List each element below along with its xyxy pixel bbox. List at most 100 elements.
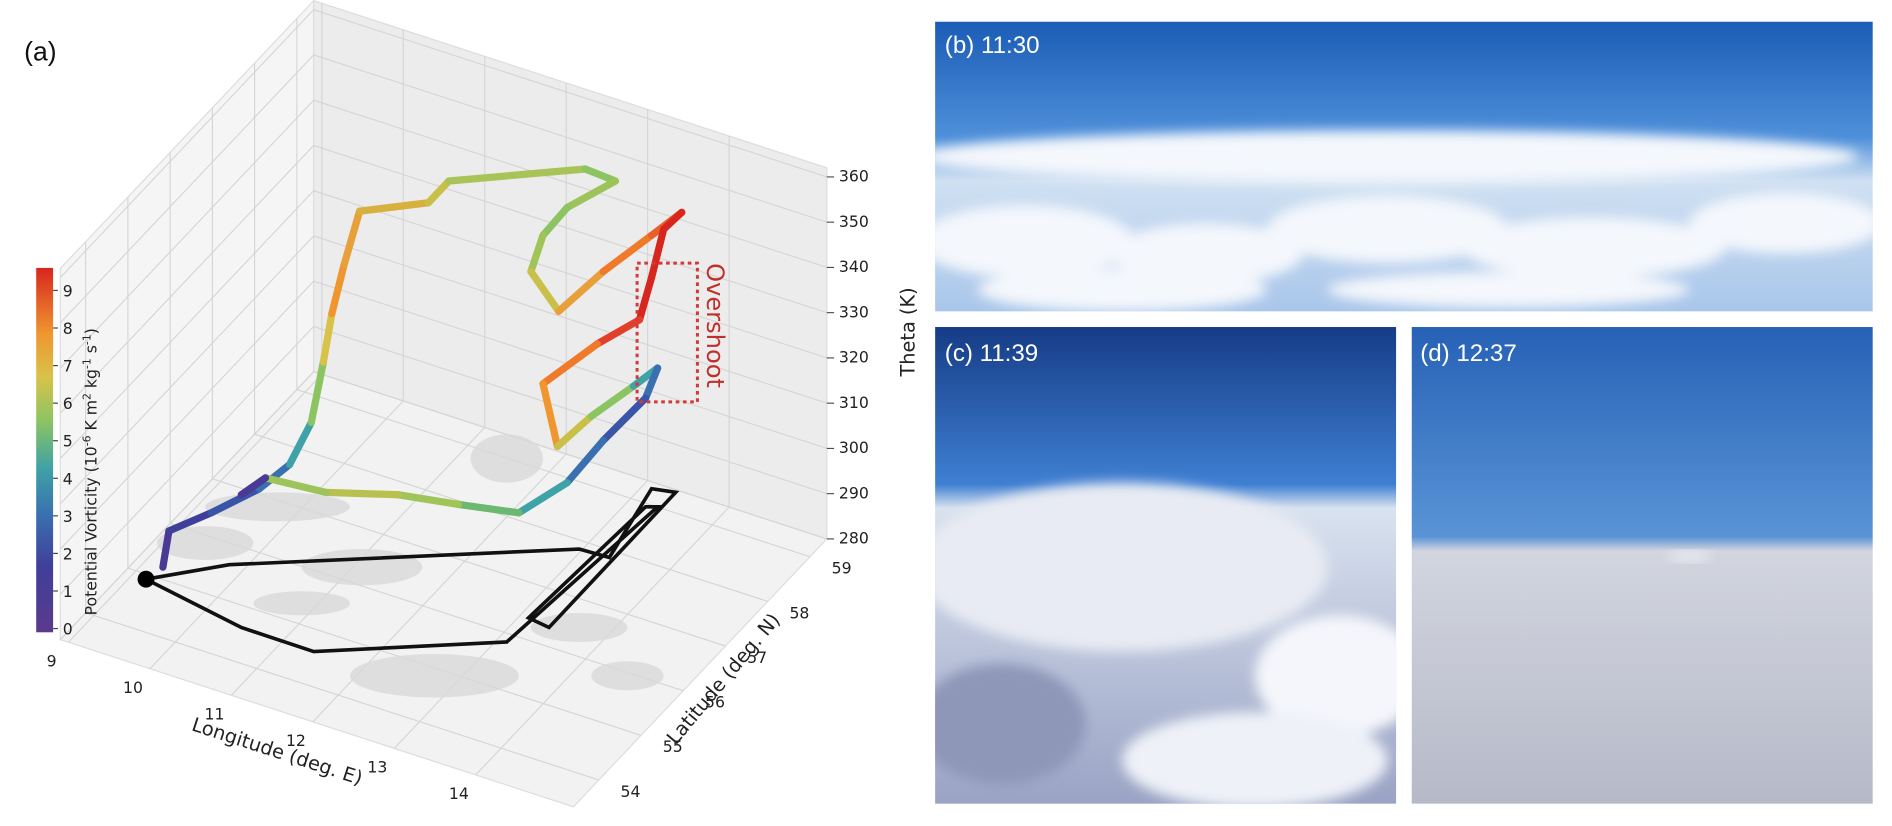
trajectory [165, 509, 215, 535]
lon-tick-label: 11 [205, 704, 225, 723]
photo-d [1411, 327, 1873, 804]
annotation: Overshoot [701, 263, 729, 388]
land [156, 526, 254, 560]
land [470, 434, 543, 483]
z-axis-label: Theta (K) [897, 287, 920, 377]
colorbar-label-part: Potential Vorticity (10 [82, 446, 101, 615]
grid-line [169, 522, 684, 692]
trajectory [641, 364, 662, 402]
trajectory [285, 418, 315, 469]
grid-line [296, 389, 811, 558]
trajectory [553, 412, 595, 451]
land [301, 549, 423, 586]
theta-tick-label: 280 [839, 529, 869, 548]
trajectory [445, 165, 589, 185]
flight-track [145, 486, 680, 654]
theta-tick-label: 310 [839, 393, 869, 412]
trajectory [340, 207, 364, 270]
trajectory [555, 267, 607, 315]
colorbar-tick-label: 5 [63, 432, 73, 451]
overshoot-box [635, 261, 699, 404]
panel-label: (d) 12:37 [1420, 340, 1517, 367]
colorbar [36, 267, 54, 633]
trajectory [527, 267, 563, 315]
grid-line [59, 99, 315, 369]
colorbar-label-part: -1 [80, 334, 93, 345]
colorbar-label-part: s [82, 345, 101, 358]
grid-line [313, 190, 828, 359]
colorbar-label-part: kg [82, 369, 101, 393]
start-point [137, 570, 155, 588]
grid-line [313, 371, 828, 540]
lat-tick-label: 58 [789, 603, 809, 622]
trajectory [563, 436, 607, 487]
grid-line [127, 567, 642, 736]
grid-line [59, 280, 315, 550]
trajectory [261, 474, 330, 496]
grid-line [313, 9, 828, 178]
colorbar-tick-label: 3 [63, 507, 73, 526]
trajectory [527, 231, 547, 276]
colorbar-tick-label: 8 [63, 319, 73, 338]
trajectory [159, 527, 173, 571]
trajectory [539, 203, 571, 239]
trajectory [424, 177, 453, 207]
lon-tick-label: 10 [123, 678, 143, 697]
trajectory [593, 316, 644, 348]
grid-line [59, 371, 315, 640]
theta-tick-label: 300 [839, 438, 869, 457]
lon-tick-label: 12 [286, 731, 306, 750]
trajectory [515, 479, 571, 517]
grid-line [59, 54, 315, 324]
trajectory [581, 165, 620, 185]
grid-line [59, 145, 315, 414]
grid-line [254, 433, 768, 602]
theta-tick-label: 320 [839, 348, 869, 367]
colorbar-label-part: -6 [80, 435, 93, 446]
grid-line [59, 190, 315, 459]
lat-tick-label: 56 [705, 693, 725, 712]
trajectory [587, 382, 638, 420]
theta-tick-label: 360 [839, 167, 869, 186]
grid-line [68, 373, 323, 643]
colorbar-tick-label: 6 [63, 394, 73, 413]
grid-line [475, 506, 730, 776]
panel-label: (b) 11:30 [945, 32, 1040, 59]
grid-line [59, 9, 315, 278]
colorbar-tick-label: 4 [63, 469, 73, 488]
panel-label: (c) 11:39 [945, 340, 1038, 367]
lat-tick-label: 57 [747, 648, 767, 667]
grid-line [313, 99, 828, 268]
trajectory [322, 488, 402, 499]
colorbar-label-part: -1 [80, 358, 93, 369]
trajectory [454, 500, 523, 517]
grid-line [393, 480, 649, 749]
theta-tick-label: 340 [839, 257, 869, 276]
trajectory [307, 358, 327, 426]
trajectory [647, 225, 668, 282]
lon-tick-label: 13 [367, 758, 387, 777]
grid-line [59, 326, 315, 595]
colorbar-label-part: K m [82, 400, 101, 436]
theta-tick-label: 290 [839, 483, 869, 502]
grid-line [313, 144, 828, 314]
colorbar-tick-label: 1 [63, 582, 73, 601]
lat-tick-label: 55 [663, 737, 683, 756]
grid-line [313, 325, 828, 495]
grid-line [313, 54, 828, 223]
trajectory [207, 485, 264, 517]
colorbar-label-part: 2 [80, 393, 93, 400]
colorbar-label-part: ) [82, 328, 101, 334]
lon-tick-label: 14 [449, 784, 469, 803]
trajectory [328, 261, 348, 318]
grid-line [85, 612, 599, 781]
colorbar-tick-label: 0 [63, 620, 73, 639]
panel-label: (a) [24, 36, 56, 66]
photo-c [935, 327, 1397, 804]
land [591, 661, 664, 691]
photo-b [935, 21, 1873, 312]
trajectory [319, 310, 336, 366]
trajectory [599, 231, 656, 276]
